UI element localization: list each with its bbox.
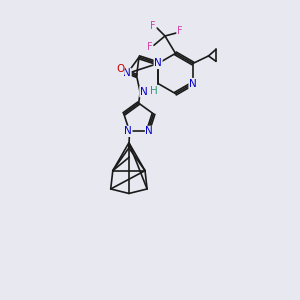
Text: N: N [146, 126, 153, 136]
Text: F: F [177, 26, 183, 36]
Text: F: F [147, 41, 153, 52]
Text: O: O [116, 64, 124, 74]
Text: N: N [124, 126, 132, 136]
Text: N: N [189, 79, 197, 88]
Text: N: N [123, 68, 131, 79]
Text: N: N [154, 58, 162, 68]
Text: N: N [140, 87, 148, 97]
Text: H: H [150, 86, 158, 96]
Text: F: F [150, 21, 156, 32]
